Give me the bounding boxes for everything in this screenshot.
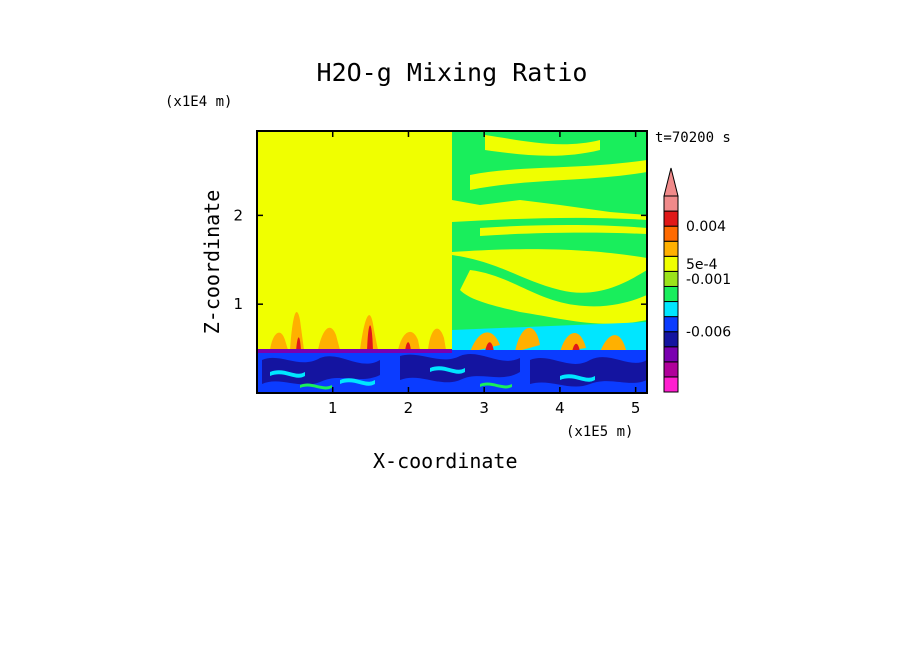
colorbar-swatch xyxy=(663,285,679,303)
x-axis-label: X-coordinate xyxy=(373,449,518,473)
colorbar-swatch xyxy=(663,376,679,393)
x-tick-label: 5 xyxy=(631,399,641,417)
time-label: t=70200 s xyxy=(655,130,731,146)
colorbar-extend-arrow xyxy=(663,167,679,197)
colorbar-label: -0.006 xyxy=(686,325,731,341)
colorbar-swatch xyxy=(663,361,679,378)
field-yellow-streak-1 xyxy=(470,160,647,190)
field-yellow-streak-2 xyxy=(485,135,600,156)
colorbar-swatch xyxy=(663,270,679,287)
field-dark-blue xyxy=(262,354,647,387)
x-tick-label: 4 xyxy=(555,399,565,417)
x-tick-label: 1 xyxy=(328,399,338,417)
field-green-streaks xyxy=(300,382,512,390)
colorbar-label: 0.004 xyxy=(686,219,726,235)
colorbar-label: -0.001 xyxy=(686,272,731,288)
field-red-cores xyxy=(296,325,580,352)
colorbar-swatch xyxy=(663,195,679,212)
x-tick-label: 3 xyxy=(479,399,489,417)
y-tick-label: 1 xyxy=(233,295,243,313)
colorbar: 0.004 5e-4-0.001 -0.006 xyxy=(663,167,731,393)
field-cyan-streaks xyxy=(270,366,595,386)
colorbar-swatch xyxy=(663,346,679,363)
colorbar-swatch xyxy=(663,240,679,257)
colorbar-label: 5e-4 xyxy=(686,257,718,273)
chart-title: H2O-g Mixing Ratio xyxy=(316,58,588,87)
plot-frame xyxy=(256,130,648,394)
y-axis-unit: (x1E4 m) xyxy=(165,94,233,110)
colorbar-swatch xyxy=(663,301,679,318)
colorbar-swatch xyxy=(663,316,679,333)
x-ticks: 1 2 3 4 5 xyxy=(328,131,640,417)
field-yellow-pocket xyxy=(460,270,647,324)
x-tick-label: 2 xyxy=(404,399,414,417)
field-yellow-streak-3 xyxy=(480,225,647,236)
colorbar-swatch xyxy=(663,210,679,227)
field-orange-plumes xyxy=(270,311,626,352)
x-axis-unit: (x1E5 m) xyxy=(566,424,634,440)
colorbar-swatch xyxy=(663,225,679,242)
field-purple-line xyxy=(257,349,452,353)
y-tick-label: 2 xyxy=(233,206,243,224)
colorbar-swatch xyxy=(663,255,679,272)
y-ticks: 12 xyxy=(233,206,647,313)
contour-field xyxy=(257,131,647,393)
colorbar-swatch xyxy=(663,331,679,348)
